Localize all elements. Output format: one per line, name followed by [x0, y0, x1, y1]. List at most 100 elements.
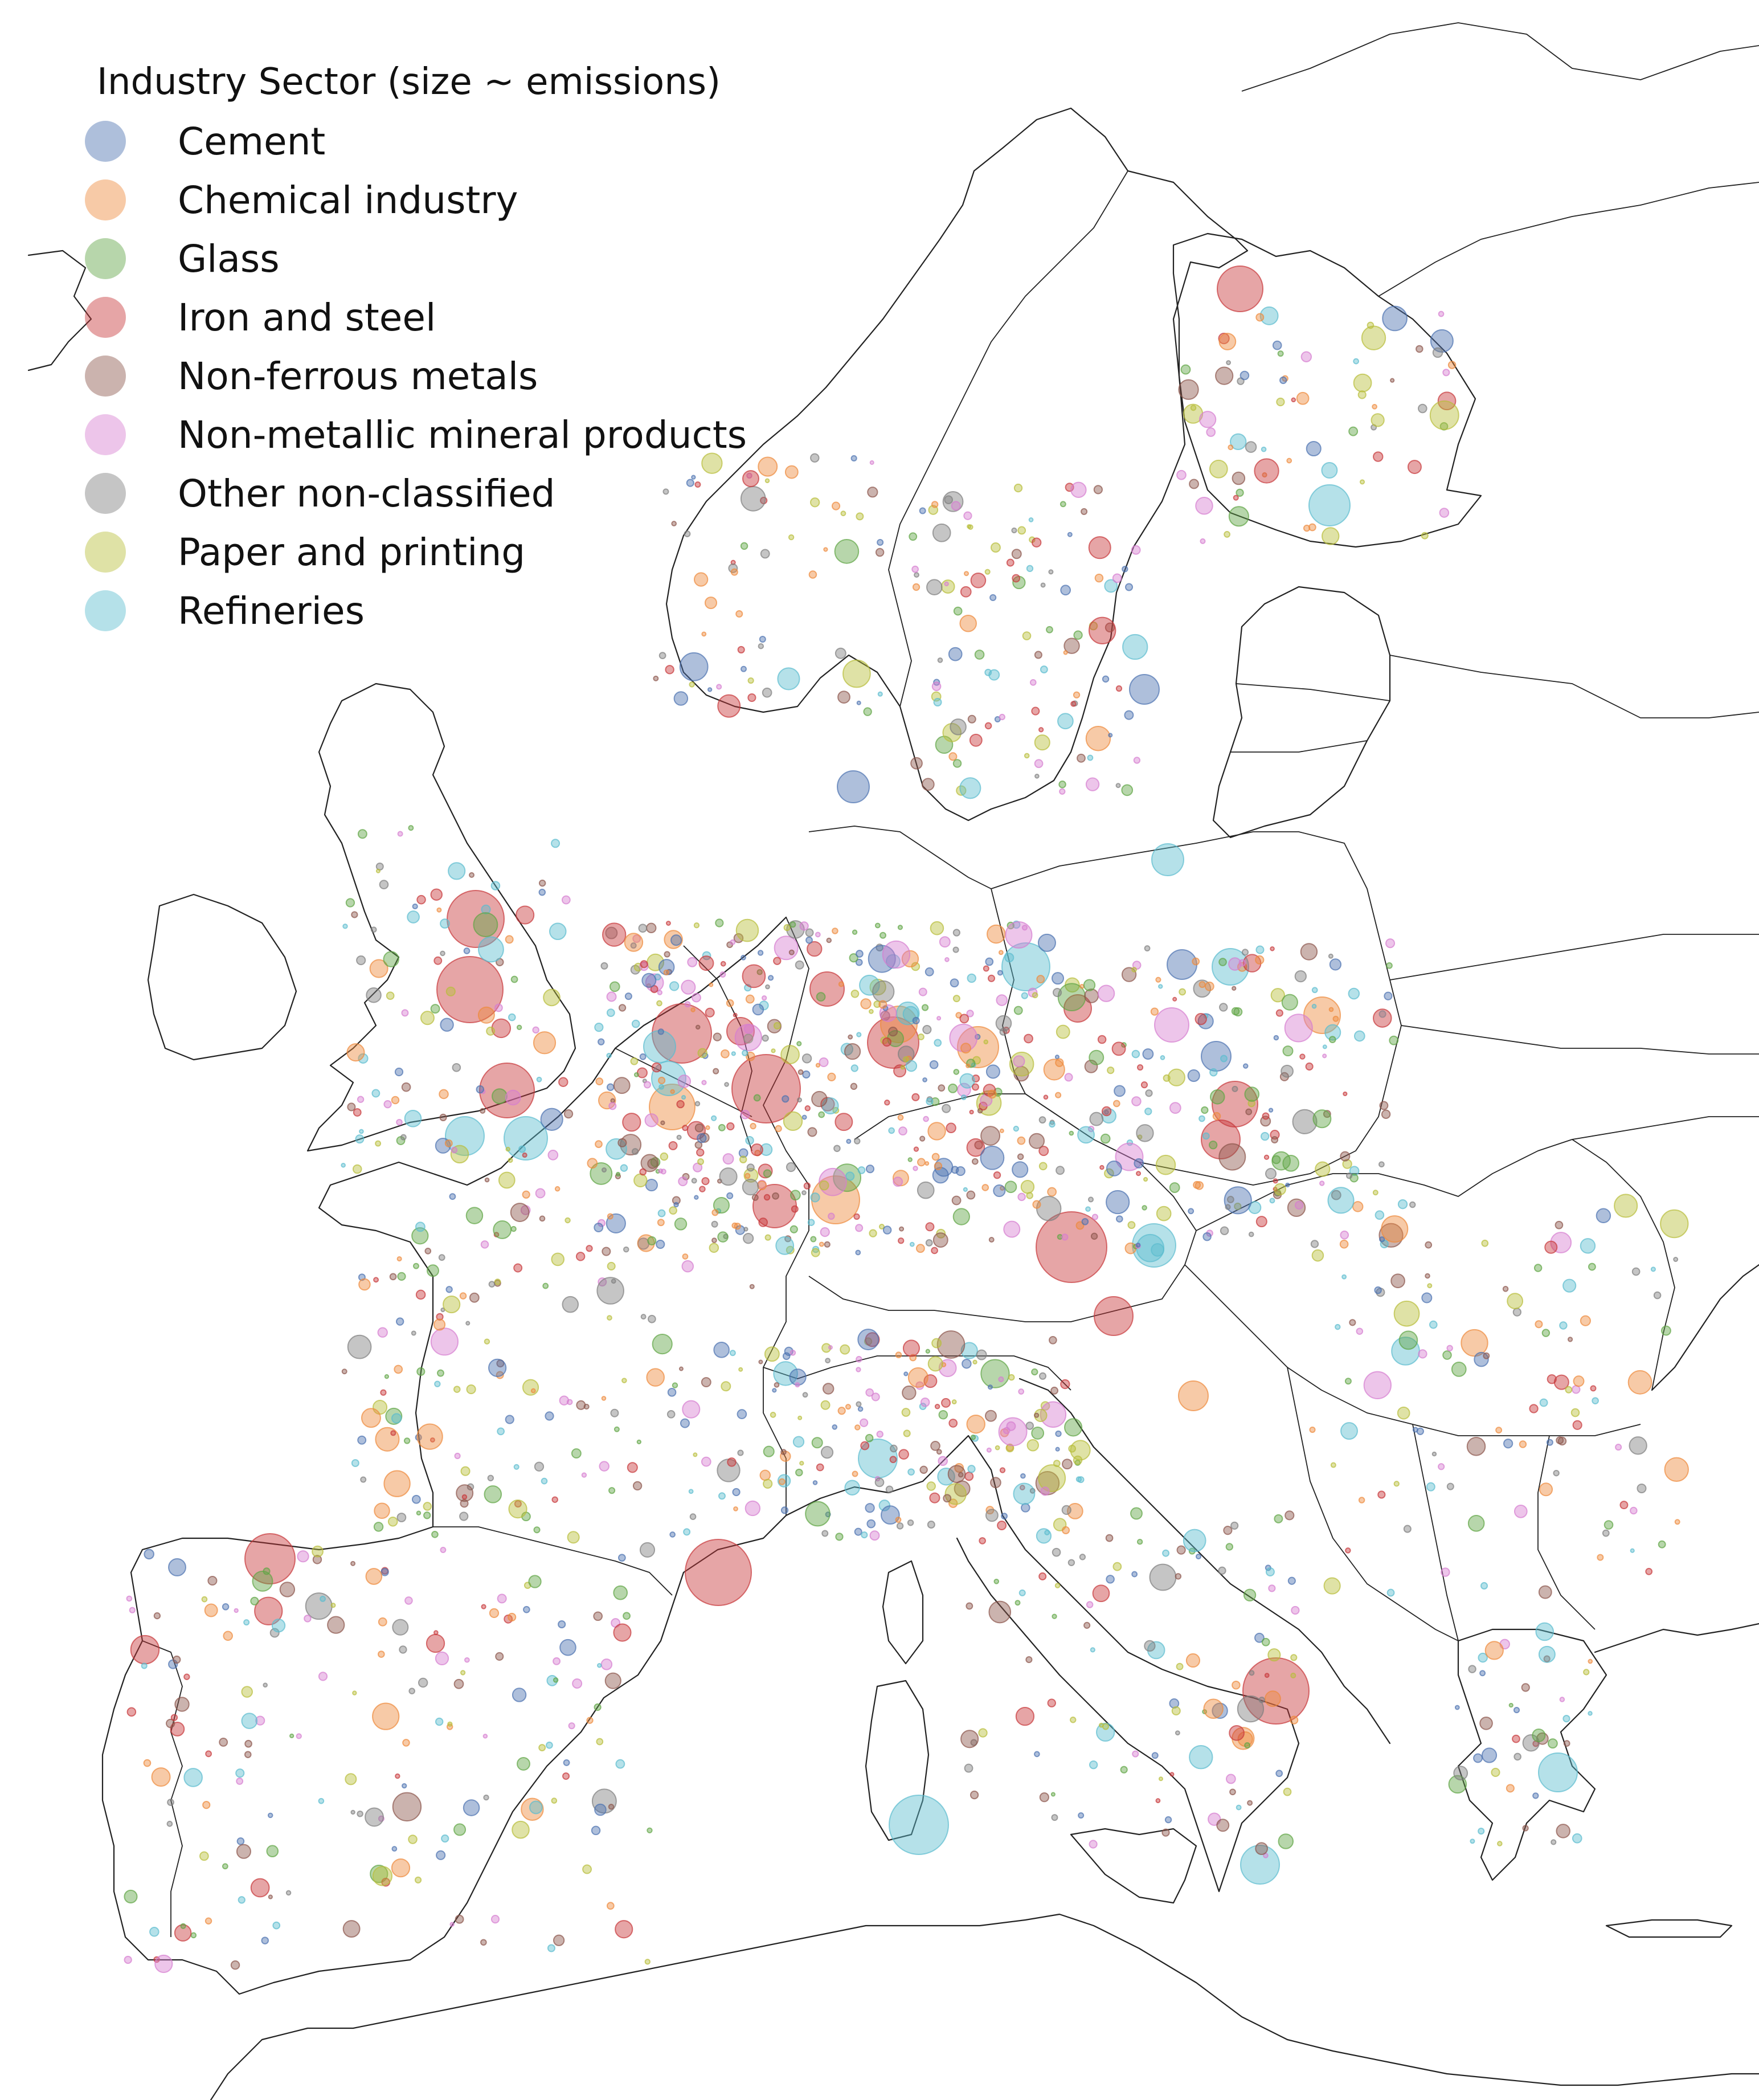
emission-marker — [1275, 1770, 1283, 1778]
emission-marker — [1131, 967, 1137, 973]
emission-marker — [1386, 1588, 1395, 1597]
emission-marker — [1508, 1702, 1513, 1708]
emission-marker — [1091, 1214, 1098, 1220]
emission-marker — [903, 1429, 911, 1437]
legend-item: Cement — [85, 120, 325, 164]
emission-marker — [415, 1221, 426, 1232]
emission-marker — [952, 995, 960, 1003]
emission-marker — [1105, 1534, 1114, 1542]
emission-marker — [966, 1190, 976, 1200]
emission-marker — [1218, 1566, 1226, 1575]
border-balkans — [1184, 1264, 1641, 1641]
emission-marker — [516, 1024, 522, 1031]
emission-marker — [1615, 1444, 1622, 1451]
emission-marker — [987, 1089, 997, 1099]
border-belarus-ukraine — [1389, 934, 1759, 1140]
emission-marker — [913, 1166, 918, 1171]
emission-marker — [784, 465, 799, 479]
emission-marker — [852, 929, 858, 935]
emission-marker — [562, 1296, 579, 1313]
emission-marker — [880, 931, 886, 939]
emission-marker — [201, 1596, 208, 1603]
emission-marker — [957, 1082, 971, 1097]
emission-marker — [396, 1513, 407, 1522]
emission-marker — [747, 693, 756, 702]
emission-marker — [938, 1456, 948, 1466]
emission-marker — [1588, 1263, 1596, 1271]
emission-marker — [1013, 1055, 1025, 1068]
emission-marker — [726, 1122, 735, 1131]
emission-marker — [484, 1338, 490, 1345]
border-czech-austria — [808, 1093, 1197, 1322]
emission-marker — [1032, 992, 1038, 999]
emission-marker — [602, 1247, 611, 1256]
emission-marker — [673, 691, 689, 706]
emission-marker — [1245, 441, 1257, 453]
emission-marker — [1013, 483, 1023, 493]
emission-marker — [320, 1595, 326, 1602]
emission-marker — [594, 1023, 604, 1032]
emission-marker — [674, 1217, 688, 1231]
emission-marker — [1592, 1397, 1599, 1404]
emission-marker — [850, 455, 857, 462]
emission-marker — [479, 1063, 535, 1118]
emission-marker — [1363, 1371, 1392, 1400]
emission-marker — [1340, 1230, 1349, 1240]
emission-marker — [608, 1487, 616, 1494]
emission-marker — [236, 1777, 244, 1785]
emission-marker — [854, 1138, 861, 1145]
emission-marker — [1323, 1110, 1331, 1118]
emission-marker — [729, 1350, 736, 1357]
emission-marker — [1270, 946, 1275, 951]
emission-marker — [680, 1418, 690, 1428]
emission-marker — [1190, 405, 1197, 411]
emission-marker — [1092, 1584, 1110, 1603]
emission-marker — [808, 570, 817, 579]
emission-marker — [1341, 1274, 1347, 1280]
emission-marker — [691, 475, 696, 480]
emission-marker — [599, 1461, 609, 1472]
emission-marker — [844, 1043, 861, 1060]
emission-marker — [760, 1143, 773, 1156]
emission-marker — [897, 925, 903, 930]
emission-marker — [529, 1800, 543, 1815]
emission-marker — [983, 1084, 996, 1097]
emission-marker — [692, 992, 701, 1003]
emission-marker — [1241, 949, 1249, 956]
emission-marker — [701, 1377, 711, 1388]
emission-marker — [752, 1003, 764, 1016]
emission-marker — [1189, 479, 1199, 489]
emission-marker — [594, 1803, 607, 1816]
emission-marker — [480, 1939, 487, 1946]
emission-marker — [1220, 1055, 1228, 1063]
legend-label: Glass — [178, 237, 280, 281]
emission-marker — [1053, 1460, 1061, 1468]
emission-marker — [995, 1015, 1012, 1032]
emission-marker — [815, 1063, 821, 1068]
emission-marker — [1106, 1190, 1130, 1215]
emission-marker — [1034, 1412, 1040, 1418]
emission-marker — [797, 1069, 804, 1075]
emission-marker — [838, 981, 844, 987]
emission-marker — [1418, 1349, 1427, 1359]
emission-marker — [342, 1920, 361, 1938]
emission-marker — [461, 1494, 468, 1500]
emission-marker — [1650, 1266, 1656, 1272]
emission-marker — [925, 967, 934, 977]
emission-marker — [799, 921, 809, 931]
emission-marker — [173, 1655, 181, 1664]
emission-marker — [408, 1835, 418, 1844]
emission-marker — [1124, 583, 1134, 591]
emission-marker — [721, 1049, 730, 1059]
emission-marker — [613, 1623, 632, 1642]
emission-marker — [1133, 757, 1141, 764]
emission-marker — [688, 1489, 694, 1494]
emission-marker — [857, 1329, 880, 1351]
emission-marker — [535, 1188, 546, 1199]
emission-marker — [304, 1615, 312, 1623]
emission-marker — [378, 1617, 387, 1627]
emission-marker — [400, 1134, 407, 1141]
coastline-iceland-fragment — [27, 250, 92, 371]
emission-marker — [426, 1633, 445, 1653]
emission-marker — [988, 1237, 995, 1243]
